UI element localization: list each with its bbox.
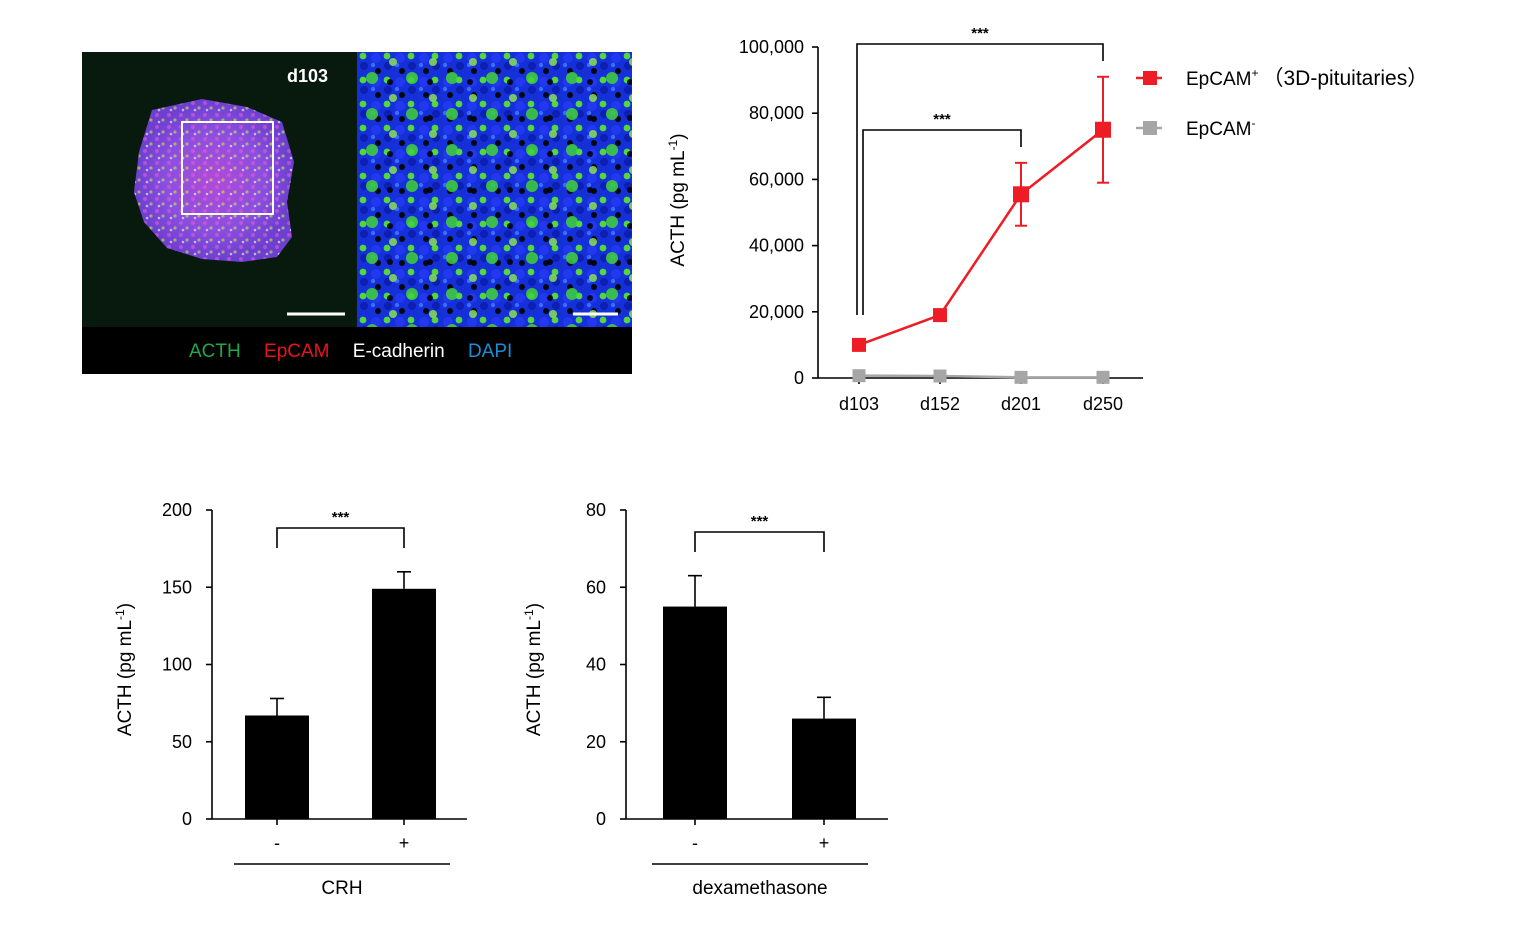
- dex-chart-y-tick-label: 80: [586, 500, 606, 520]
- data-point: [852, 337, 866, 352]
- line-chart-y-tick-label: 60,000: [749, 169, 804, 189]
- crh-chart-bar: [372, 588, 436, 819]
- dex-chart-x-tick-label: -: [692, 833, 698, 853]
- data-point: [1095, 121, 1111, 138]
- line-chart-y-tick-label: 0: [794, 368, 804, 388]
- series-line: [858, 128, 1104, 347]
- significance-bracket: [856, 43, 1104, 315]
- crh-chart-significance-bracket: [276, 527, 405, 548]
- stain-ecadherin: E-cadherin: [353, 341, 445, 362]
- line-chart-y-tick-label: 20,000: [749, 302, 804, 322]
- dex-chart-y-tick-label: 0: [596, 809, 606, 829]
- day-label: d103: [287, 66, 328, 86]
- dex-chart-significance-bracket: [694, 531, 825, 552]
- dex-chart-y-axis-title: ACTH (pg mL-1): [522, 603, 545, 736]
- series-epcam-positive: [852, 75, 1111, 352]
- dex-chart-treatment-label: dexamethasone: [692, 878, 827, 899]
- legend-marker: [1143, 121, 1157, 135]
- crh-chart-treatment-label: CRH: [321, 878, 362, 899]
- legend-marker: [1143, 71, 1157, 85]
- data-point: [933, 308, 947, 323]
- dex-chart-y-tick-label: 40: [586, 655, 606, 675]
- crh-chart-y-tick-label: 200: [162, 500, 192, 520]
- line-chart-x-tick-label: d201: [1001, 394, 1041, 414]
- line-chart-x-tick-label: d152: [920, 394, 960, 414]
- series-line: [858, 374, 1103, 379]
- data-point: [1014, 370, 1028, 384]
- immunofluorescence-panel: d103 ACTH EpCAM E-cadherin DAPI: [82, 52, 632, 374]
- data-point: [933, 369, 947, 383]
- series-epcam-negative: [852, 369, 1110, 384]
- legend-label: EpCAM+ （3D-pituitaries）: [1186, 66, 1428, 90]
- significance-label: ***: [933, 111, 951, 128]
- line-chart-y-axis-title: ACTH (pg mL-1): [666, 133, 689, 266]
- stain-epcam: EpCAM: [264, 341, 329, 362]
- dex-chart-significance-label: ***: [751, 513, 769, 530]
- crh-chart-bar: [245, 715, 309, 819]
- stain-dapi: DAPI: [468, 341, 512, 362]
- stain-legend-bar: [82, 327, 632, 374]
- dex-chart-bar: [792, 718, 856, 819]
- zoom-box: [181, 121, 274, 215]
- data-point: [1013, 186, 1029, 203]
- stain-acth: ACTH: [189, 341, 241, 362]
- significance-label: ***: [971, 25, 989, 42]
- crh-chart-y-tick-label: 100: [162, 655, 192, 675]
- dex-chart-y-tick-label: 20: [586, 732, 606, 752]
- micrograph-image: d103 ACTH EpCAM E-cadherin DAPI: [82, 52, 632, 374]
- crh-chart-y-axis-title: ACTH (pg mL-1): [113, 603, 136, 736]
- stain-legend: ACTH EpCAM E-cadherin DAPI: [189, 341, 512, 362]
- crh-chart-y-tick-label: 50: [172, 732, 192, 752]
- crh-chart-x-tick-label: +: [399, 833, 410, 853]
- significance-bracket: [862, 129, 1022, 315]
- line-chart-y-tick-label: 80,000: [749, 103, 804, 123]
- line-chart-y-tick-label: 100,000: [739, 37, 804, 57]
- crh-chart-y-tick-label: 0: [182, 809, 192, 829]
- dex-chart-y-tick-label: 60: [586, 577, 606, 597]
- dex-chart-x-tick-label: +: [819, 833, 830, 853]
- legend-label: EpCAM-: [1186, 116, 1255, 140]
- data-point: [1096, 370, 1110, 384]
- data-point: [852, 369, 866, 383]
- line-chart-x-tick-label: d250: [1083, 394, 1123, 414]
- crh-chart-y-tick-label: 150: [162, 577, 192, 597]
- line-chart-y-tick-label: 40,000: [749, 236, 804, 256]
- dex-chart-bar: [663, 606, 727, 819]
- crh-chart-x-tick-label: -: [274, 833, 280, 853]
- line-chart-x-tick-label: d103: [839, 394, 879, 414]
- crh-chart-significance-label: ***: [332, 509, 350, 526]
